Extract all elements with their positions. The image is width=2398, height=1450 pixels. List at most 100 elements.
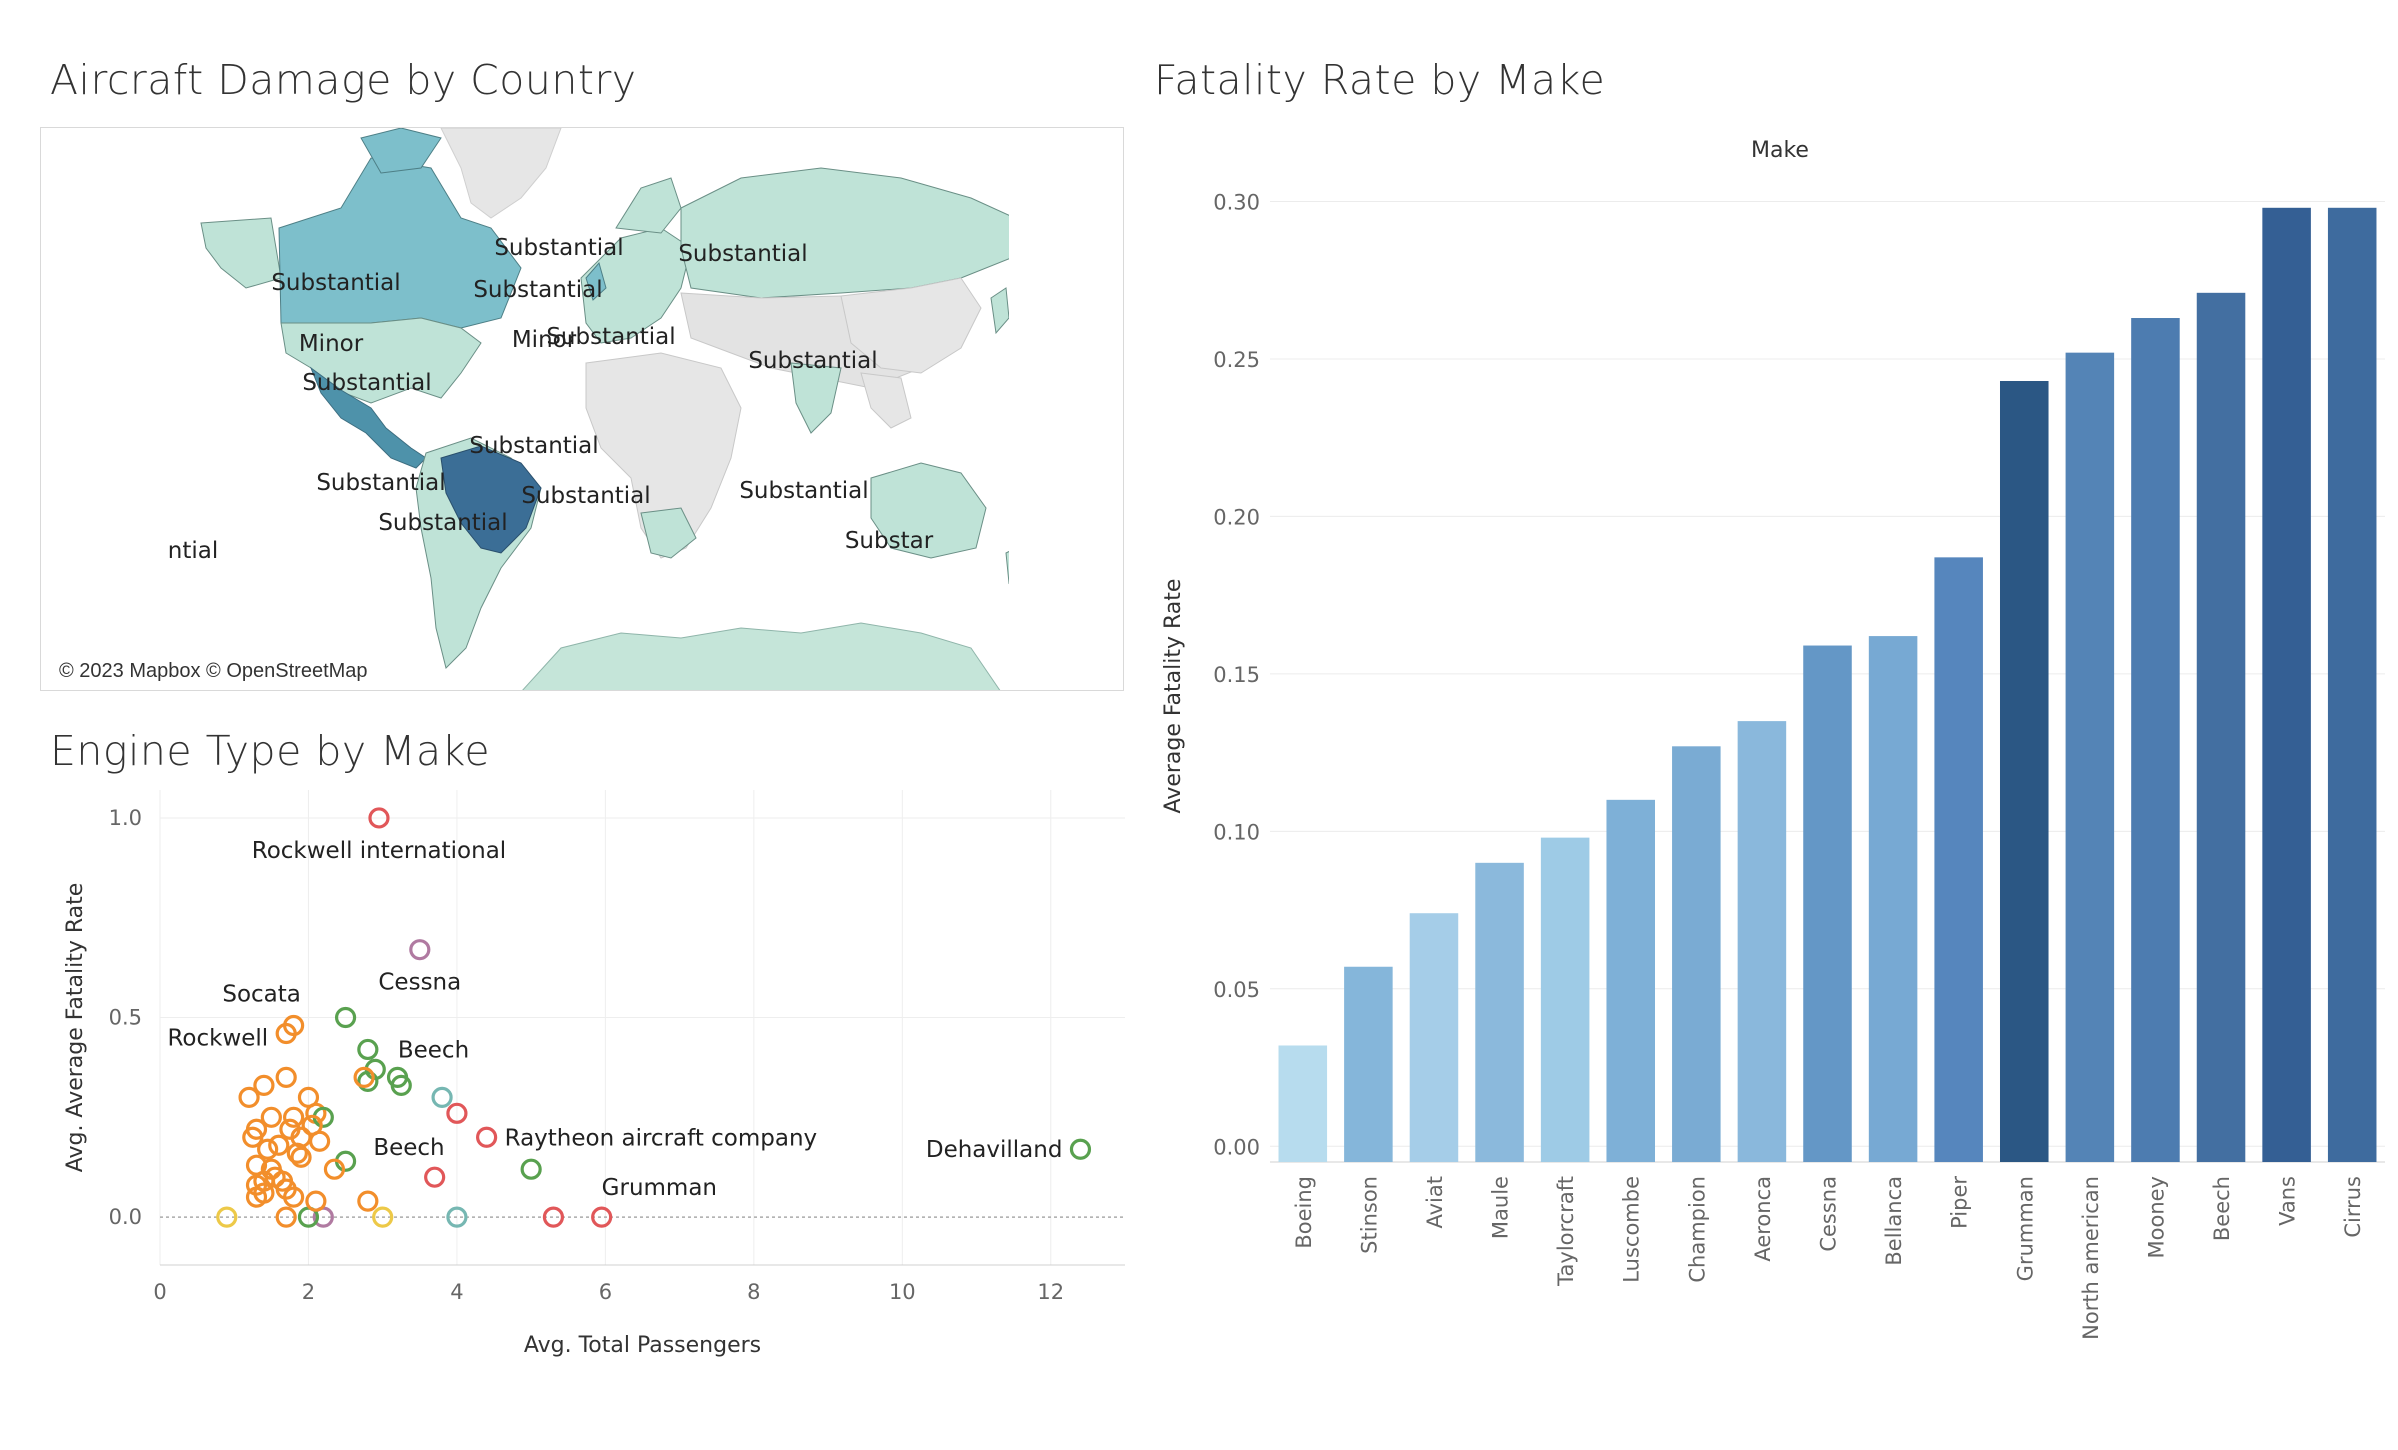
- scatter-title: Engine Type by Make: [50, 727, 491, 775]
- scatter-chart: 0.0 0.5 1.0 0 2 4 6 8 10 12 Avg. Total Passengers A…: [63, 790, 1125, 1358]
- scatter-point[interactable]: [275, 1066, 297, 1088]
- bar-mooney[interactable]: [2131, 318, 2180, 1162]
- scatter-point[interactable]: [216, 1206, 238, 1228]
- bar-category-label: Maule: [1489, 1176, 1513, 1239]
- scatter-point[interactable]: [286, 1142, 308, 1164]
- bar-piper[interactable]: [1934, 557, 1983, 1162]
- map-damage-label: ntial: [168, 538, 218, 564]
- scatter-point[interactable]: [260, 1106, 282, 1128]
- bar-taylorcraft[interactable]: [1540, 837, 1590, 1162]
- scatter-point[interactable]: [476, 1126, 498, 1148]
- south-africa-shape: [640, 507, 697, 559]
- map-damage-label: Substantial: [494, 235, 623, 261]
- scatter-point[interactable]: [253, 1074, 275, 1096]
- bar-bellanca[interactable]: [1868, 636, 1918, 1162]
- bar-champion[interactable]: [1672, 746, 1721, 1162]
- scatter-y-axis-title: Avg. Average Fatality Rate: [63, 883, 88, 1173]
- map-damage-label: Substantial: [378, 510, 507, 536]
- scatter-point[interactable]: [242, 1126, 264, 1148]
- bar-y-tick: 0.05: [1213, 978, 1260, 1002]
- scatter-x-tick: 12: [1037, 1280, 1064, 1304]
- bar-aeronca[interactable]: [1737, 721, 1787, 1162]
- scatter-point[interactable]: [424, 1166, 446, 1188]
- canada-islands-shape: [360, 128, 442, 174]
- scatter-point[interactable]: [446, 1206, 468, 1228]
- scatter-point-label: Socata: [222, 982, 301, 1008]
- bar-aviat[interactable]: [1409, 913, 1459, 1162]
- australia-shape: [870, 462, 987, 559]
- scatter-point[interactable]: [542, 1206, 565, 1228]
- japan-shape: [990, 287, 1010, 335]
- scatter-point[interactable]: [520, 1158, 542, 1180]
- scatter-point-label: Raytheon aircraft company: [505, 1125, 818, 1151]
- bar-category-label: Cirrus: [2341, 1176, 2365, 1238]
- scatter-point[interactable]: [290, 1146, 312, 1168]
- brazil-shape: [440, 445, 542, 554]
- scatter-point[interactable]: [275, 1022, 297, 1045]
- map-labels: Substantial Minor Substantial Substantial Su…: [168, 235, 934, 564]
- scatter-point[interactable]: [357, 1070, 379, 1092]
- scatter-point[interactable]: [308, 1130, 331, 1152]
- scatter-point[interactable]: [283, 1186, 305, 1208]
- scatter-point[interactable]: [446, 1102, 468, 1124]
- scatter-point[interactable]: [238, 1086, 260, 1108]
- bar-category-label: Luscombe: [1620, 1176, 1644, 1283]
- bar-luscombe[interactable]: [1606, 799, 1656, 1162]
- alaska-shape: [200, 217, 282, 289]
- scatter-x-tick: 0: [153, 1280, 166, 1304]
- bar-y-tick: 0.25: [1213, 348, 1260, 372]
- scatter-point[interactable]: [368, 807, 390, 829]
- map-canvas: Substantial Minor Substantial Substantial Su…: [168, 128, 1123, 690]
- map-damage-label: Substantial: [748, 348, 877, 374]
- scatter-point[interactable]: [305, 1190, 327, 1212]
- bar-maule[interactable]: [1475, 862, 1524, 1162]
- bar-category-label: Grumman: [2013, 1176, 2037, 1281]
- bar-stinson[interactable]: [1344, 966, 1393, 1162]
- scatter-point[interactable]: [275, 1206, 297, 1228]
- scatter-point[interactable]: [353, 1066, 375, 1088]
- scatter-point[interactable]: [283, 1106, 305, 1128]
- bar-category-label: Cessna: [1817, 1176, 1841, 1252]
- scatter-y-tick: 0.5: [109, 1006, 142, 1030]
- scatter-point[interactable]: [1069, 1138, 1092, 1160]
- scatter-point[interactable]: [431, 1086, 453, 1108]
- map-damage-label: Substantial: [316, 470, 445, 496]
- bar-vans[interactable]: [2262, 207, 2311, 1163]
- bar-y-axis-title: Average Fatality Rate: [1161, 579, 1186, 814]
- scatter-point[interactable]: [334, 1006, 357, 1029]
- scatter-point[interactable]: [409, 939, 431, 961]
- scatter-x-tick: 4: [450, 1280, 463, 1304]
- china-shape: [840, 277, 982, 374]
- scatter-point[interactable]: [372, 1206, 394, 1228]
- bar-beech[interactable]: [2196, 292, 2246, 1162]
- scatter-y-tick: 1.0: [109, 806, 142, 830]
- scatter-point[interactable]: [279, 1118, 301, 1140]
- mexico-shape: [309, 366, 427, 469]
- scatter-point-label: Rockwell: [167, 1025, 268, 1051]
- map-damage-label: Minor: [299, 331, 364, 357]
- scatter-point[interactable]: [357, 1038, 379, 1061]
- scatter-x-tick: 10: [889, 1280, 916, 1304]
- scatter-point[interactable]: [257, 1138, 279, 1160]
- map-damage-label: Substantial: [739, 478, 868, 504]
- scatter-point[interactable]: [591, 1206, 613, 1228]
- scatter-point[interactable]: [268, 1134, 290, 1156]
- scatter-point[interactable]: [323, 1158, 346, 1180]
- scatter-point[interactable]: [245, 1186, 268, 1208]
- bar-y-tick: 0.10: [1213, 820, 1260, 844]
- bar-grumman[interactable]: [1999, 380, 2049, 1162]
- bar-y-tick: 0.30: [1213, 190, 1260, 214]
- bar-north-american[interactable]: [2065, 352, 2115, 1163]
- bar-boeing[interactable]: [1278, 1045, 1328, 1162]
- scatter-point-label: Dehavilland: [926, 1137, 1063, 1163]
- scatter-point[interactable]: [390, 1074, 412, 1096]
- bar-cirrus[interactable]: [2327, 207, 2377, 1163]
- russia-shape: [680, 167, 1027, 299]
- scatter-point[interactable]: [357, 1190, 379, 1212]
- world-map[interactable]: Substantial Minor Substantial Substantial Su…: [40, 127, 1124, 691]
- map-damage-label: Substantial: [521, 483, 650, 509]
- map-attribution[interactable]: © 2023 Mapbox © OpenStreetMap: [55, 659, 372, 684]
- bar-cessna[interactable]: [1803, 645, 1852, 1162]
- bar-category-label: Stinson: [1357, 1176, 1381, 1254]
- scatter-x-axis-title: Avg. Total Passengers: [524, 1333, 761, 1358]
